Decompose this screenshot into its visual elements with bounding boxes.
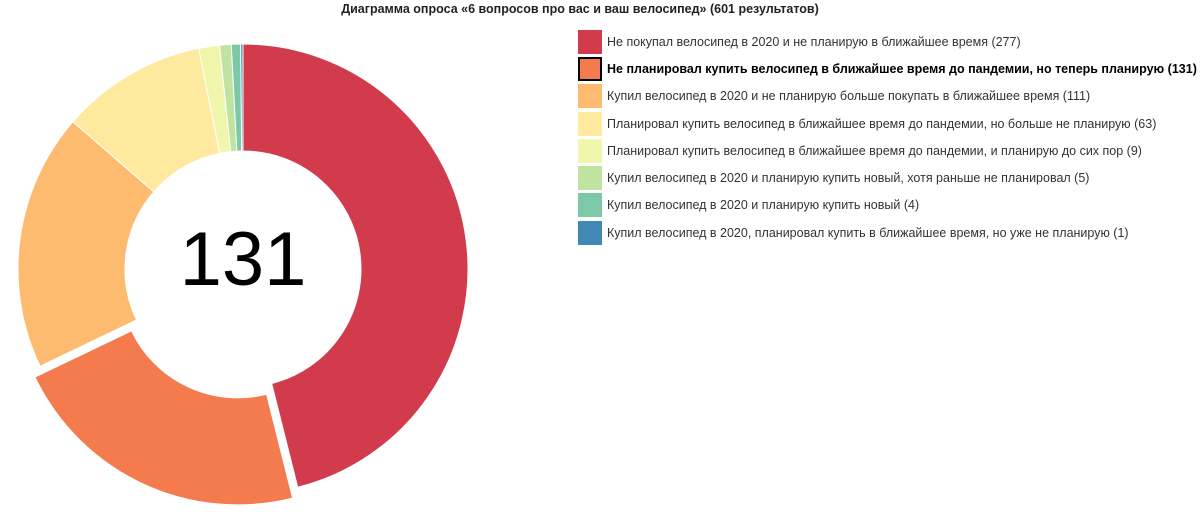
legend-item-1[interactable]: Не покупал велосипед в 2020 и не планиру… [578,28,1197,55]
legend-item-6[interactable]: Купил велосипед в 2020 и планирую купить… [578,164,1197,191]
legend-item-4[interactable]: Планировал купить велосипед в ближайшее … [578,110,1197,137]
donut-slice-8[interactable] [240,43,244,152]
legend-swatch [578,29,602,54]
legend-swatch [578,220,602,245]
legend-swatch [578,84,602,109]
legend-item-8[interactable]: Купил велосипед в 2020, планировал купит… [578,219,1197,246]
legend-item-5[interactable]: Планировал купить велосипед в ближайшее … [578,137,1197,164]
donut-slice-2[interactable] [34,330,294,506]
legend-label: Купил велосипед в 2020, планировал купит… [607,225,1129,240]
legend-swatch [578,56,602,81]
legend-label: Купил велосипед в 2020 и планирую купить… [607,171,1090,186]
legend-label: Купил велосипед в 2020 и не планирую бол… [607,89,1091,104]
donut-slice-3[interactable] [17,121,155,367]
donut-chart: 131 [17,43,469,506]
center-value: 131 [180,217,307,302]
legend-item-2[interactable]: Не планировал купить велосипед в ближайш… [578,55,1197,82]
legend-label: Не покупал велосипед в 2020 и не планиру… [607,34,1021,49]
legend-swatch [578,138,602,163]
legend-label: Купил велосипед в 2020 и планирую купить… [607,198,920,213]
donut-slice-1[interactable] [242,43,469,488]
chart-title: Диаграмма опроса «6 вопросов про вас и в… [341,2,819,16]
legend-swatch [578,111,602,136]
legend-item-7[interactable]: Купил велосипед в 2020 и планирую купить… [578,192,1197,219]
legend-swatch [578,166,602,191]
legend-label: Планировал купить велосипед в ближайшее … [607,116,1157,131]
donut-slices [17,43,469,506]
legend-label: Не планировал купить велосипед в ближайш… [607,61,1197,76]
legend-swatch [578,193,602,218]
legend: Не покупал велосипед в 2020 и не планиру… [578,28,1197,246]
legend-label: Планировал купить велосипед в ближайшее … [607,143,1142,158]
legend-item-3[interactable]: Купил велосипед в 2020 и не планирую бол… [578,83,1197,110]
